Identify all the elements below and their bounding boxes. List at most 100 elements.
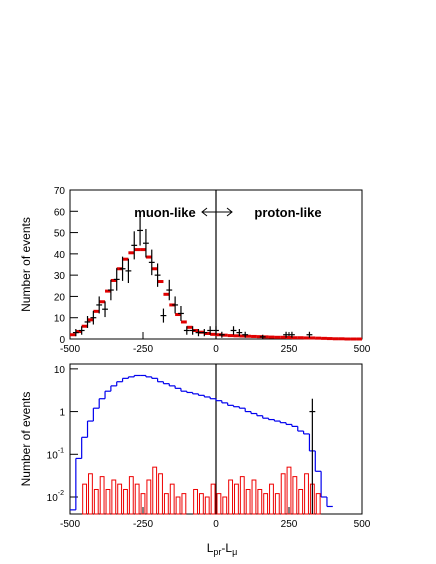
histogram-box bbox=[175, 496, 181, 515]
y-tick-base: 10 bbox=[47, 450, 59, 461]
y-tick-exponent: -2 bbox=[58, 490, 64, 497]
histogram-box bbox=[105, 488, 111, 515]
mc-marker bbox=[326, 337, 333, 341]
y-tick-label: 60 bbox=[54, 207, 66, 218]
annotation: muon-like bbox=[134, 205, 195, 220]
mc-marker bbox=[332, 337, 339, 341]
histogram-box bbox=[210, 483, 216, 515]
y-tick-label: 10-2 bbox=[47, 490, 64, 504]
y-tick-label: 20 bbox=[54, 292, 66, 303]
y-tick-base: 10 bbox=[47, 493, 59, 504]
mc-marker bbox=[321, 336, 327, 340]
x-label-sub: pr bbox=[213, 547, 221, 557]
annotation: proton-like bbox=[254, 205, 321, 220]
mc-marker bbox=[122, 257, 129, 261]
x-axis-label: Lpr-Lμ bbox=[207, 541, 238, 557]
mc-marker bbox=[128, 251, 135, 255]
mc-marker bbox=[70, 333, 76, 337]
histogram-box bbox=[181, 493, 187, 515]
mc-marker bbox=[315, 336, 322, 340]
x-tick-label: 0 bbox=[213, 519, 219, 530]
mc-marker bbox=[151, 267, 158, 271]
y-tick-label: 30 bbox=[54, 271, 66, 282]
mc-marker bbox=[110, 278, 117, 282]
histogram-box bbox=[163, 493, 169, 515]
mc-marker bbox=[186, 325, 193, 329]
y-axis-label: Number of events bbox=[19, 392, 33, 487]
histogram-box bbox=[274, 493, 280, 515]
y-tick-label: 10 bbox=[54, 314, 66, 325]
histogram-box bbox=[292, 476, 298, 515]
histogram-box bbox=[234, 483, 239, 515]
mc-marker bbox=[350, 337, 357, 341]
histogram-box bbox=[158, 473, 163, 515]
mc-marker bbox=[303, 336, 310, 340]
histogram-box bbox=[111, 479, 117, 515]
y-tick-label: 0 bbox=[59, 335, 65, 346]
histogram-box bbox=[140, 493, 146, 515]
y-tick-label: 50 bbox=[54, 229, 66, 240]
histogram-box bbox=[263, 493, 269, 515]
mc-marker bbox=[356, 337, 362, 341]
histogram-box bbox=[169, 483, 175, 515]
mc-marker bbox=[134, 248, 141, 252]
mc-marker bbox=[157, 280, 164, 284]
mc-marker bbox=[245, 334, 252, 338]
mc-marker bbox=[286, 336, 292, 340]
histogram-box bbox=[82, 483, 88, 515]
y-tick-label: 10 bbox=[54, 365, 66, 376]
histogram-box bbox=[269, 483, 274, 515]
histogram-box bbox=[280, 473, 286, 515]
mc-marker bbox=[93, 309, 100, 313]
histogram-box bbox=[99, 476, 105, 515]
x-tick-label: 500 bbox=[354, 519, 371, 530]
y-axis-label: Number of events bbox=[19, 217, 33, 312]
mc-marker bbox=[227, 334, 234, 338]
x-tick-label: -500 bbox=[60, 519, 80, 530]
y-tick-label: 70 bbox=[54, 186, 66, 197]
mc-marker bbox=[210, 332, 216, 336]
histogram-box bbox=[228, 479, 234, 515]
mc-marker bbox=[140, 248, 146, 252]
x-tick-label: 250 bbox=[281, 519, 298, 530]
x-tick-label: -250 bbox=[133, 344, 153, 355]
mc-marker bbox=[99, 300, 106, 304]
histogram-box bbox=[304, 473, 309, 515]
histogram-box bbox=[152, 466, 158, 515]
mc-marker bbox=[309, 336, 316, 340]
mc-marker bbox=[87, 318, 94, 322]
histogram-box bbox=[117, 483, 123, 515]
histogram-box bbox=[93, 488, 99, 515]
mc-marker bbox=[297, 336, 304, 340]
mc-marker bbox=[233, 334, 240, 338]
mc-marker bbox=[75, 330, 82, 334]
x-tick-label: 0 bbox=[213, 344, 219, 355]
histogram-box bbox=[239, 476, 245, 515]
histogram-box bbox=[88, 473, 93, 515]
arrow bbox=[201, 207, 233, 217]
mc-marker bbox=[338, 337, 345, 341]
histogram-box bbox=[298, 488, 304, 515]
histogram-box bbox=[146, 479, 152, 515]
mc-marker bbox=[81, 324, 88, 328]
mc-marker bbox=[163, 292, 170, 296]
histogram-box bbox=[193, 488, 198, 515]
y-tick-label: 40 bbox=[54, 250, 66, 261]
histogram-box bbox=[222, 496, 228, 515]
y-tick-exponent: -1 bbox=[58, 447, 64, 454]
x-label-sub: μ bbox=[232, 547, 237, 557]
mc-marker bbox=[105, 289, 111, 293]
mc-marker bbox=[145, 255, 152, 259]
histogram-box bbox=[315, 493, 321, 515]
mc-marker bbox=[280, 335, 287, 339]
histogram-box bbox=[134, 483, 140, 515]
histogram-box bbox=[216, 493, 222, 515]
mc-marker bbox=[344, 337, 351, 341]
mc-marker bbox=[274, 335, 281, 339]
mc-marker bbox=[291, 336, 298, 340]
x-tick-label: -500 bbox=[60, 344, 80, 355]
x-tick-label: 500 bbox=[354, 344, 371, 355]
x-label-part: -L bbox=[221, 541, 232, 555]
